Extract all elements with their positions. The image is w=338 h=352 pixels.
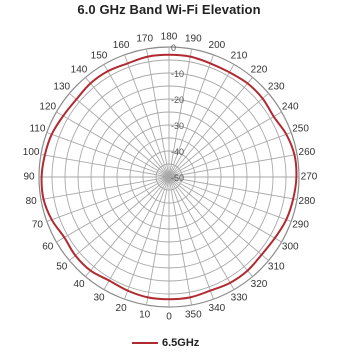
grid-spoke (124, 54, 170, 178)
angle-tick-label: 140 (71, 64, 88, 75)
grid-spoke (168, 176, 214, 300)
angle-tick-label: 90 (23, 172, 35, 183)
angle-tick-label: 230 (268, 82, 285, 93)
grid-spoke (103, 64, 170, 178)
angle-tick-label: 250 (292, 124, 309, 135)
grid-spoke (168, 176, 282, 243)
grid-spoke (168, 93, 269, 178)
angle-tick-label: 200 (209, 40, 226, 51)
grid-spoke (168, 54, 214, 178)
grid-spoke (56, 176, 170, 243)
angle-tick-label: 120 (39, 102, 56, 113)
grid-spoke (168, 132, 292, 178)
polar-grid (38, 46, 300, 308)
series-layer (40, 53, 298, 301)
grid-spoke (85, 176, 170, 277)
angle-tick-label: 160 (113, 40, 130, 51)
grid-spoke (56, 111, 170, 178)
legend: 6.5GHz (132, 336, 199, 350)
series-line (40, 53, 298, 301)
angle-tick-label: 100 (23, 147, 40, 158)
angle-tick-label: 310 (268, 261, 285, 272)
angle-tick-label: 240 (282, 102, 299, 113)
angle-tick-label: 260 (299, 147, 316, 158)
angle-tick-label: 190 (185, 34, 202, 45)
angle-tick-label: 320 (251, 279, 268, 290)
grid-spoke (46, 132, 170, 178)
angle-tick-label: 220 (251, 64, 268, 75)
angle-tick-label: 340 (209, 303, 226, 314)
grid-spoke (168, 176, 269, 261)
radial-tick-label: -50 (171, 173, 184, 183)
grid-spoke (168, 176, 292, 222)
angle-tick-label: 300 (282, 242, 299, 253)
grid-spoke (40, 176, 170, 201)
grid-spoke (40, 153, 170, 178)
angle-tick-label: 330 (231, 293, 248, 304)
grid-spoke (124, 176, 170, 300)
radial-tick-label: -10 (171, 69, 184, 79)
angle-tick-label: 0 (166, 312, 172, 323)
grid-spoke (168, 64, 235, 178)
grid-spoke (46, 176, 170, 222)
angle-tick-label: 150 (91, 50, 108, 61)
angle-tick-label: 350 (185, 309, 202, 320)
radial-tick-label: -30 (171, 121, 184, 131)
angle-tick-label: 270 (301, 172, 318, 183)
grid-spoke (145, 48, 170, 178)
angle-tick-label: 130 (53, 82, 70, 93)
grid-spoke (69, 176, 170, 261)
grid-spoke (168, 176, 235, 290)
angle-tick-label: 180 (161, 32, 178, 43)
legend-swatch (132, 342, 158, 344)
grid-spoke (168, 176, 193, 306)
angle-tick-label: 210 (231, 50, 248, 61)
angle-tick-label: 80 (26, 196, 38, 207)
grid-spoke (85, 77, 170, 178)
angle-tick-label: 60 (42, 242, 54, 253)
grid-spoke (168, 111, 282, 178)
grid-spoke (168, 176, 253, 277)
angle-tick-label: 110 (29, 124, 45, 135)
grid-spoke (69, 93, 170, 178)
grid-spoke (145, 176, 170, 306)
angle-tick-label: 30 (93, 293, 105, 304)
grid-spoke (168, 153, 298, 178)
angle-tick-label: 70 (32, 219, 44, 230)
grid-spoke (168, 77, 253, 178)
radial-tick-label: -40 (171, 147, 184, 157)
angle-tick-label: 290 (292, 219, 309, 230)
angle-tick-label: 280 (299, 196, 316, 207)
chart-title: 6.0 GHz Band Wi-Fi Elevation (77, 2, 261, 17)
grid-spoke (168, 176, 298, 201)
radial-tick-label: 0 (171, 43, 176, 53)
legend-label: 6.5GHz (162, 337, 200, 349)
angle-tick-label: 20 (116, 303, 128, 314)
angle-tick-label: 10 (139, 309, 151, 320)
angle-tick-label: 40 (73, 279, 85, 290)
radial-tick-label: -20 (171, 95, 184, 105)
grid-spoke (103, 176, 170, 290)
angle-tick-label: 50 (56, 261, 68, 272)
angle-tick-label: 170 (136, 34, 153, 45)
grid-spoke (168, 48, 193, 178)
